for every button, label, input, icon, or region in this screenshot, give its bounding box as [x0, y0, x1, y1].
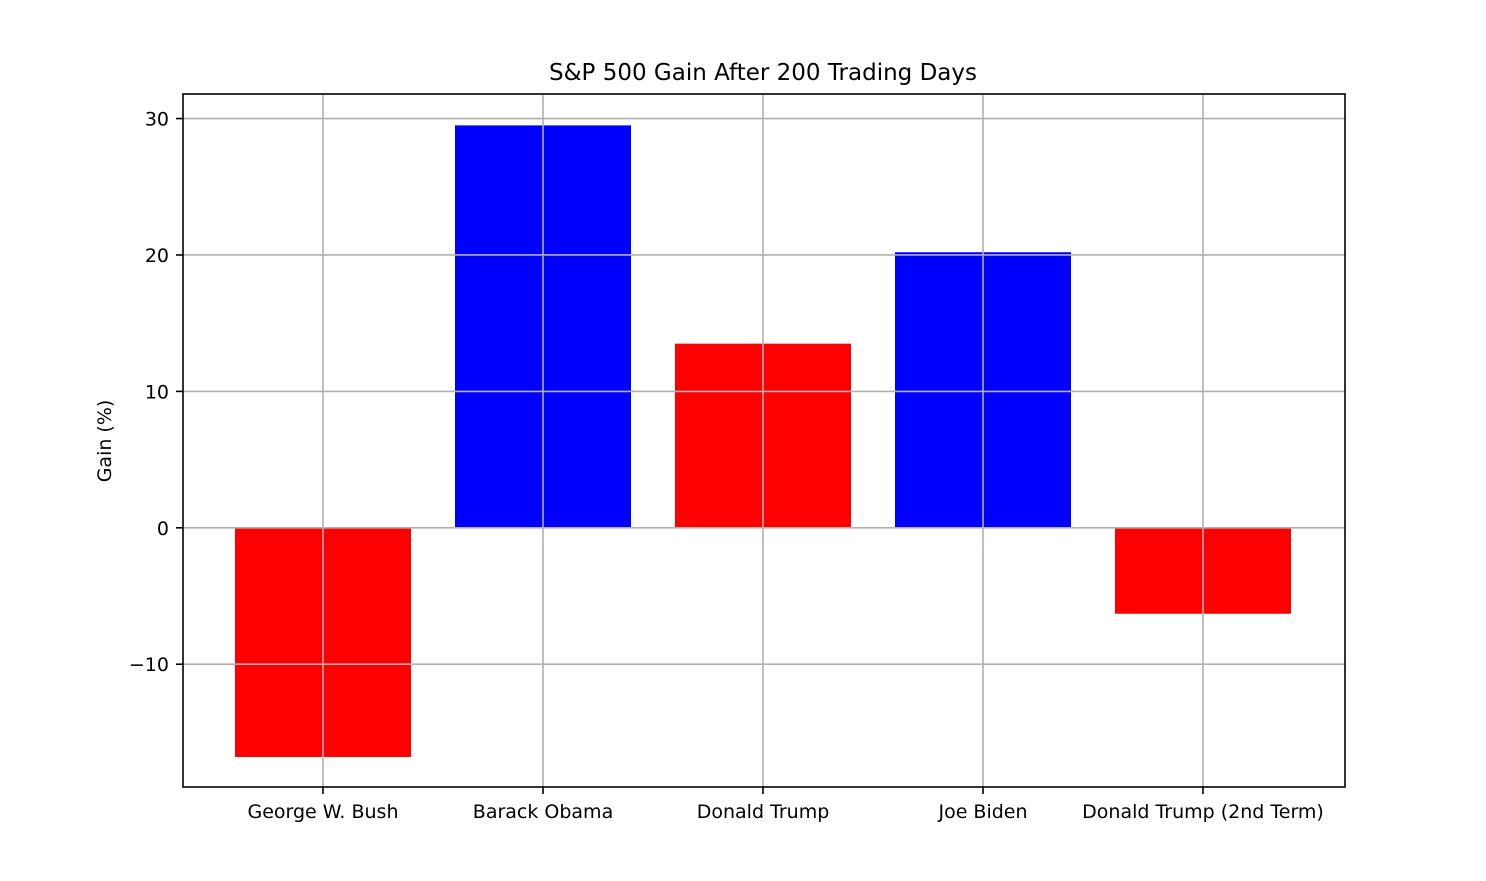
axes-layer: 30 20 10 0 −10 George W. Bush Barack Obama Dona…: [129, 93, 1346, 823]
y-axis-label: Gain (%): [94, 400, 116, 483]
y-tick-label-2: 10: [145, 381, 169, 403]
y-tick-label-3: 0: [157, 518, 169, 540]
grid-front-layer: [183, 94, 1345, 787]
x-tick-label-2: Donald Trump: [697, 801, 830, 823]
y-tick-label-0: 30: [145, 109, 169, 131]
y-tick-label-4: −10: [129, 654, 169, 676]
x-tick-label-0: George W. Bush: [247, 801, 398, 823]
x-tick-label-1: Barack Obama: [473, 801, 613, 823]
plot-frame: [182, 93, 1346, 788]
x-tick-label-3: Joe Biden: [937, 801, 1027, 823]
y-tick-label-1: 20: [145, 245, 169, 267]
x-tick-label-4: Donald Trump (2nd Term): [1082, 801, 1324, 823]
chart-title: S&P 500 Gain After 200 Trading Days: [549, 60, 977, 86]
